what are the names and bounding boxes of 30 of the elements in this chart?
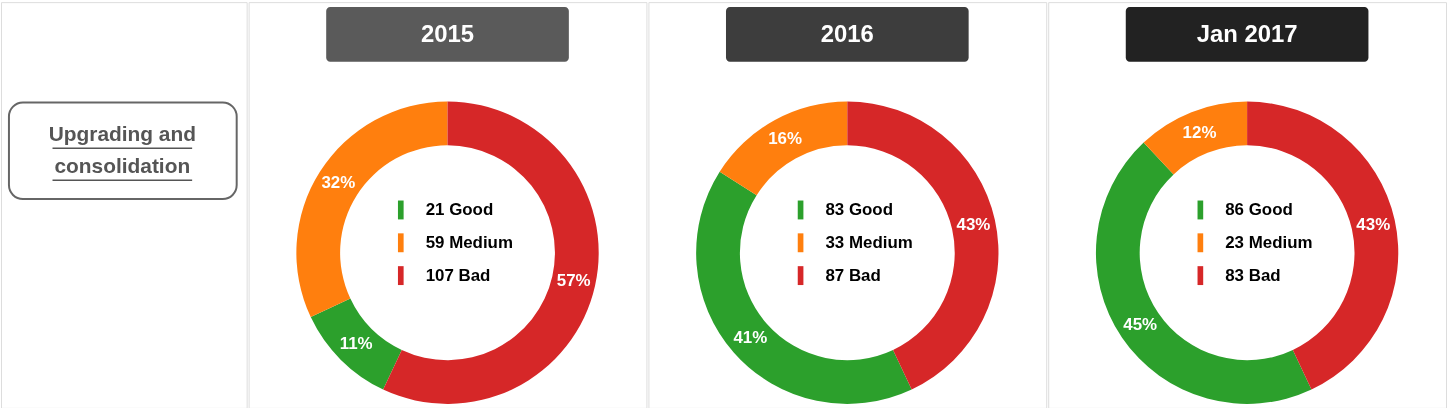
- chart-title: Jan 2017: [1196, 19, 1298, 47]
- legend-label: 83 Good: [825, 199, 894, 219]
- donut-slice: [719, 101, 848, 196]
- chart-title: 2015: [420, 19, 475, 47]
- legend-label: 107 Bad: [425, 265, 491, 285]
- donut-slice: [696, 171, 912, 404]
- chart-title: 2016: [820, 19, 874, 47]
- legend-label: 33 Medium: [825, 232, 913, 252]
- donut-slice: [383, 101, 599, 404]
- donut-slice: [1247, 101, 1399, 390]
- data-label: 41%: [733, 328, 768, 348]
- donut-slice: [310, 298, 402, 390]
- data-label: 43%: [1356, 214, 1391, 234]
- data-label: 45%: [1123, 315, 1158, 335]
- legend-label: 23 Medium: [1225, 232, 1313, 252]
- data-label: 11%: [339, 334, 373, 354]
- legend-label: 59 Medium: [425, 232, 513, 252]
- data-label: 32%: [321, 173, 356, 193]
- data-label: 57%: [556, 270, 591, 290]
- legend-label: 87 Bad: [825, 265, 881, 285]
- data-label: 43%: [956, 214, 991, 234]
- legend-label: 21 Good: [425, 199, 494, 219]
- legend-label: 86 Good: [1225, 199, 1293, 219]
- data-label: 12%: [1182, 122, 1217, 142]
- text: Upgrading and consolidation: [48, 122, 196, 178]
- donut-slice: [1096, 142, 1312, 404]
- data-label: 16%: [768, 129, 802, 149]
- donut-slice: [1143, 101, 1248, 175]
- donut-slice: [847, 101, 999, 390]
- legend-label: 83 Bad: [1225, 265, 1281, 285]
